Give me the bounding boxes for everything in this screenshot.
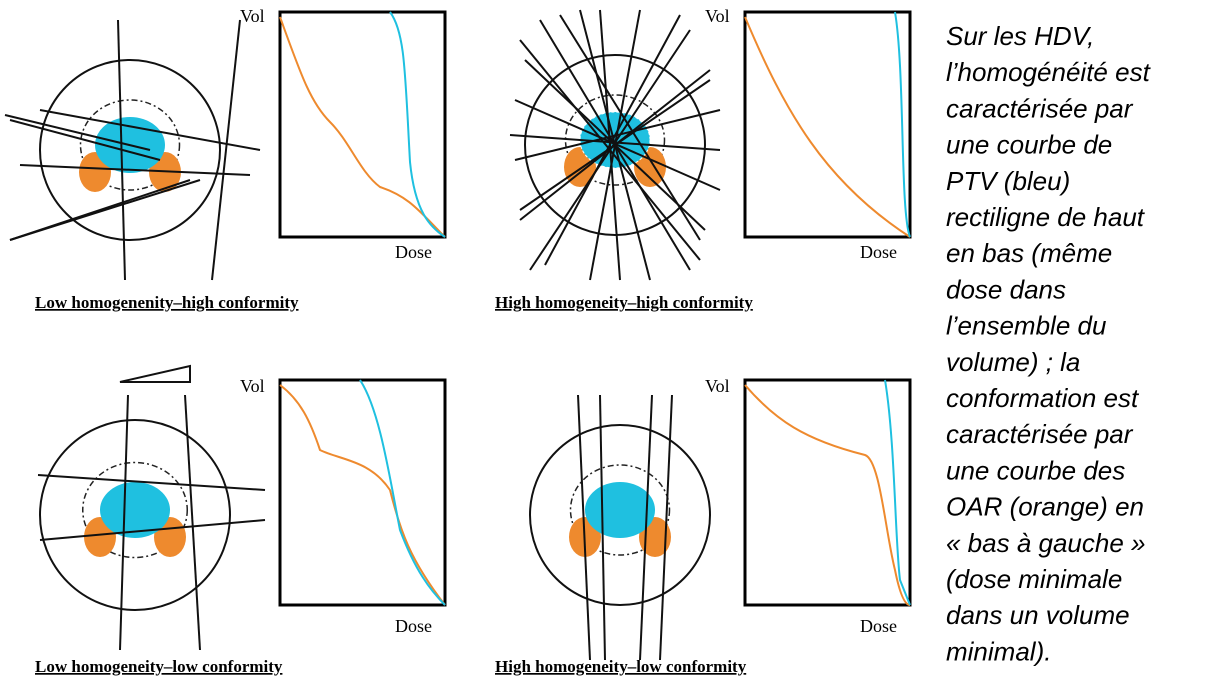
caption: High homogeneity–low conformity — [495, 657, 747, 676]
description-line: Sur les HDV, — [946, 21, 1094, 51]
description-line: en bas (même — [946, 238, 1112, 268]
description-line: caractérisée par — [946, 419, 1134, 449]
description-line: volume) ; la — [946, 347, 1080, 377]
description-line: caractérisée par — [946, 93, 1134, 123]
caption: Low homogeneity–low conformity — [35, 657, 283, 676]
description-line: dans un volume — [946, 600, 1130, 630]
beam — [212, 20, 240, 280]
oar-curve — [745, 385, 910, 605]
dvh-curves — [745, 380, 910, 605]
description-line: PTV (bleu) — [946, 166, 1070, 196]
caption: Low homogenenity–high conformity — [35, 293, 299, 312]
dvh-box — [745, 12, 910, 237]
dvh-curves — [745, 12, 910, 237]
x-axis-label: Dose — [395, 242, 432, 262]
description-line: OAR (orange) en — [946, 492, 1144, 522]
y-axis-label: Vol — [240, 376, 265, 396]
y-axis-label: Vol — [705, 6, 730, 26]
y-axis-label: Vol — [705, 376, 730, 396]
dvh-curves — [280, 12, 445, 237]
panel: Vol Dose High homogeneity–low conformity — [495, 376, 910, 676]
x-axis-label: Dose — [395, 616, 432, 636]
panel: Vol Dose Low homogenenity–high conformity — [5, 6, 445, 312]
oar-curve — [280, 17, 445, 237]
description-line: « bas à gauche » — [946, 528, 1146, 558]
panel: Vol Dose High homogeneity–high conformity — [495, 6, 910, 312]
oar-curve — [745, 17, 910, 237]
description-line: l’ensemble du — [946, 311, 1106, 341]
ptv-curve — [360, 380, 445, 605]
ptv — [585, 482, 655, 538]
ptv-curve — [390, 12, 445, 237]
description-line: minimal). — [946, 636, 1051, 666]
x-axis-label: Dose — [860, 242, 897, 262]
description-line: dose dans — [946, 274, 1066, 304]
description-line: rectiligne de haut — [946, 202, 1146, 232]
ptv-curve — [895, 12, 910, 237]
beam — [185, 395, 200, 650]
dvh-box — [745, 380, 910, 605]
dvh-box — [280, 12, 445, 237]
description-line: l’homogénéité est — [946, 57, 1152, 87]
ptv-curve — [885, 380, 910, 605]
description-line: une courbe de — [946, 130, 1112, 160]
panel: Vol Dose Low homogeneity–low conformity — [35, 366, 445, 676]
x-axis-label: Dose — [860, 616, 897, 636]
caption: High homogeneity–high conformity — [495, 293, 753, 312]
description-line: (dose minimale — [946, 564, 1122, 594]
beam — [545, 15, 680, 265]
description-line: conformation est — [946, 383, 1140, 413]
wedge — [120, 366, 190, 382]
y-axis-label: Vol — [240, 6, 265, 26]
dvh-curves — [280, 380, 445, 605]
description-line: une courbe des — [946, 455, 1125, 485]
figure: VolDoseLow homogenenity–high conformityV… — [0, 0, 1229, 686]
